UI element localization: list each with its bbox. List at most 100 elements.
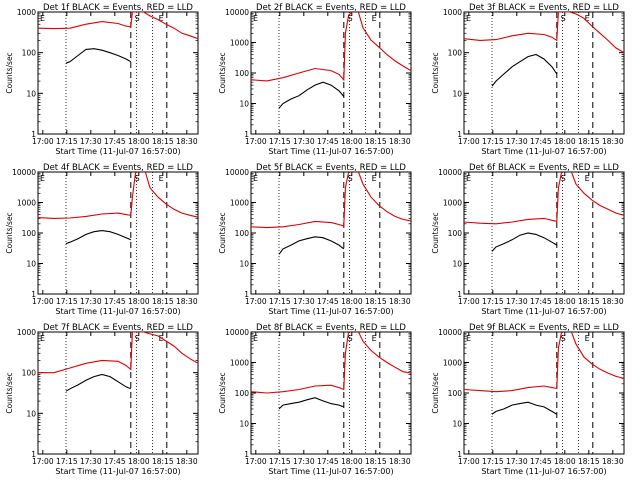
x-tick-label: 18:00 [128, 297, 150, 306]
y-tick-label: 1000 [443, 8, 462, 17]
x-tick-label: 18:15 [152, 297, 174, 306]
y-tick-label: 1000 [230, 39, 249, 48]
series-line-events [278, 81, 345, 109]
x-tick-label: 18:30 [389, 137, 411, 146]
marker-label-corner: E [466, 174, 471, 183]
x-tick-label: 17:30 [293, 457, 315, 466]
marker-label-E: E [372, 14, 377, 23]
x-tick-label: 18:30 [176, 297, 198, 306]
marker-label-corner: E [466, 14, 471, 23]
marker-label-corner: E [253, 334, 258, 343]
x-tick-label: 17:00 [245, 457, 267, 466]
marker-label-corner: E [253, 174, 258, 183]
marker-label-corner: E [40, 174, 45, 183]
marker-label-S: S [561, 174, 566, 183]
y-tick-label: 100 [448, 229, 463, 238]
x-tick-label: 17:15 [56, 297, 78, 306]
x-tick-label: 18:00 [341, 137, 363, 146]
panel-title: Det 8f BLACK = Events, RED = LLD [256, 323, 406, 333]
x-axis-label: Start Time (11-Jul-07 16:57:00) [268, 147, 393, 156]
x-tick-label: 18:15 [365, 457, 387, 466]
series-line-events [491, 401, 558, 415]
series-line-lld [464, 12, 624, 54]
y-tick-label: 1000 [17, 328, 36, 337]
y-axis-label: Counts/sec [431, 372, 440, 413]
x-tick-label: 18:30 [176, 457, 198, 466]
marker-label-S: S [348, 334, 353, 343]
x-tick-label: 17:30 [80, 297, 102, 306]
y-axis-label: Counts/sec [431, 52, 440, 93]
marker-label-E: E [372, 174, 377, 183]
y-tick-label: 100 [448, 49, 463, 58]
x-tick-label: 17:15 [269, 457, 291, 466]
marker-label-S: S [135, 174, 140, 183]
y-axis-label: Counts/sec [218, 372, 227, 413]
y-tick-label: 1 [457, 130, 462, 139]
y-tick-label: 10 [239, 100, 249, 109]
y-tick-label: 1000 [443, 199, 462, 208]
x-tick-label: 18:15 [152, 137, 174, 146]
y-tick-label: 100 [235, 389, 250, 398]
y-tick-label: 1 [244, 130, 249, 139]
x-tick-label: 17:15 [482, 137, 504, 146]
x-tick-label: 17:30 [293, 137, 315, 146]
y-tick-label: 1 [244, 450, 249, 459]
marker-label-E: E [585, 174, 590, 183]
marker-label-corner: E [40, 334, 45, 343]
y-tick-label: 100 [235, 229, 250, 238]
x-tick-label: 18:15 [365, 297, 387, 306]
series-line-events [65, 230, 132, 245]
x-tick-label: 18:30 [176, 137, 198, 146]
panel-title: Det 4f BLACK = Events, RED = LLD [43, 163, 193, 173]
marker-label-S: S [561, 14, 566, 23]
plot-frame [250, 11, 412, 135]
marker-label-S: S [135, 334, 140, 343]
x-tick-label: 17:00 [32, 457, 54, 466]
y-tick-label: 10000 [438, 168, 462, 177]
y-tick-label: 10 [239, 420, 249, 429]
y-tick-label: 1000 [17, 8, 36, 17]
x-tick-label: 17:30 [506, 457, 528, 466]
x-tick-label: 18:00 [554, 137, 576, 146]
x-tick-label: 17:30 [80, 137, 102, 146]
series-line-lld [251, 172, 411, 229]
plot-frame [463, 331, 625, 455]
x-tick-label: 17:30 [293, 297, 315, 306]
x-axis-label: Start Time (11-Jul-07 16:57:00) [55, 307, 180, 316]
x-axis-label: Start Time (11-Jul-07 16:57:00) [268, 307, 393, 316]
x-tick-label: 17:30 [506, 137, 528, 146]
marker-label-E: E [585, 14, 590, 23]
x-tick-label: 17:00 [245, 297, 267, 306]
y-tick-label: 10 [452, 260, 462, 269]
marker-label-corner: E [253, 14, 258, 23]
panel-title: Det 2f BLACK = Events, RED = LLD [256, 3, 406, 13]
y-tick-label: 100 [235, 69, 250, 78]
y-tick-label: 100 [22, 369, 37, 378]
series-line-lld [38, 332, 198, 374]
x-tick-label: 17:00 [32, 297, 54, 306]
y-tick-label: 10000 [225, 8, 249, 17]
y-tick-label: 10000 [438, 328, 462, 337]
x-axis-label: Start Time (11-Jul-07 16:57:00) [481, 467, 606, 476]
x-tick-label: 17:15 [269, 297, 291, 306]
y-tick-label: 10 [26, 260, 36, 269]
y-tick-label: 10 [26, 409, 36, 418]
plot-frame [37, 171, 199, 295]
series-line-lld [464, 172, 624, 225]
series-line-events [65, 373, 132, 392]
x-tick-label: 18:30 [389, 457, 411, 466]
x-tick-label: 17:45 [317, 457, 339, 466]
plot-frame [463, 11, 625, 135]
x-axis-label: Start Time (11-Jul-07 16:57:00) [481, 147, 606, 156]
x-tick-label: 18:15 [152, 457, 174, 466]
y-tick-label: 10 [239, 260, 249, 269]
series-line-lld [38, 12, 198, 40]
x-tick-label: 18:15 [578, 137, 600, 146]
series-line-events [278, 236, 345, 255]
y-tick-label: 1 [31, 450, 36, 459]
